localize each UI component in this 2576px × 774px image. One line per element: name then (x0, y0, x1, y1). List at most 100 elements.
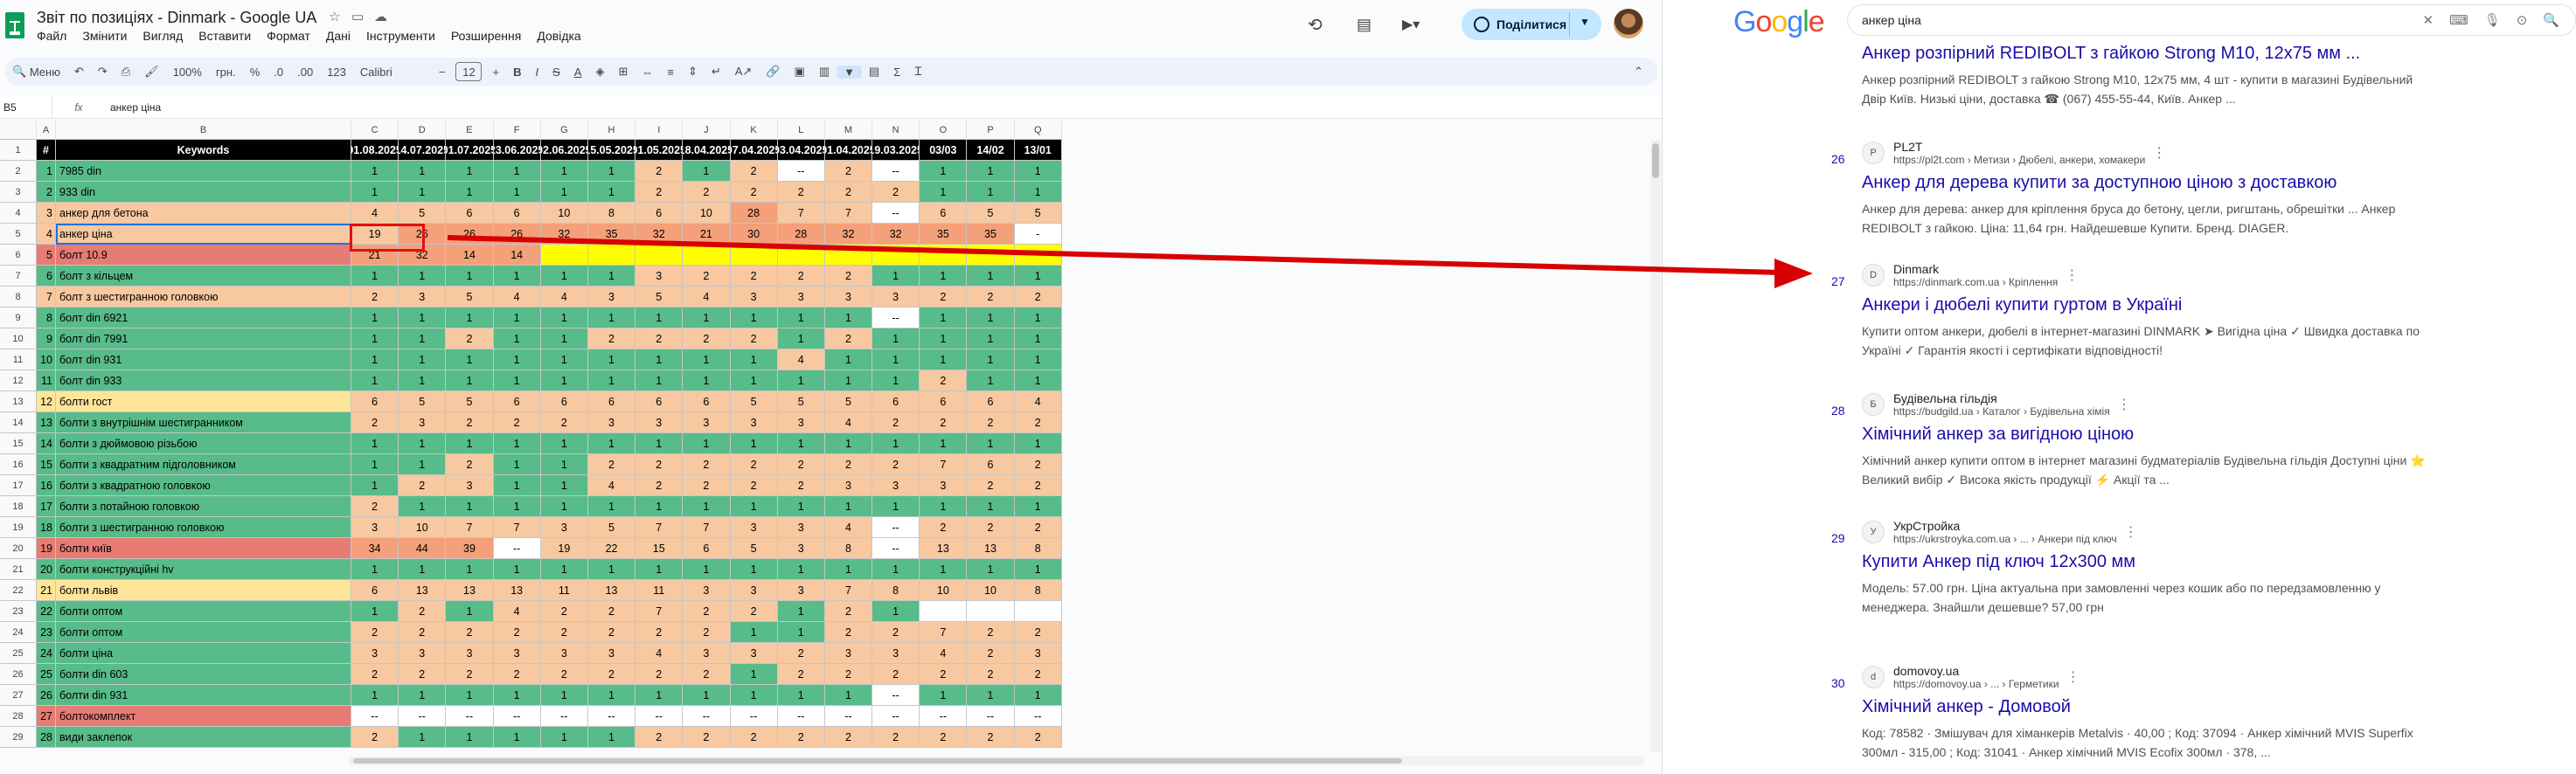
position-cell[interactable]: 4 (540, 287, 588, 308)
position-cell[interactable]: 7 (635, 601, 684, 622)
position-cell[interactable]: -- (540, 706, 588, 727)
row-index-cell[interactable]: 19 (37, 538, 56, 559)
position-cell[interactable]: 7 (635, 517, 684, 538)
position-cell[interactable]: 1 (967, 559, 1015, 580)
position-cell[interactable]: -- (399, 706, 447, 727)
position-cell[interactable]: 1 (683, 308, 731, 328)
position-cell[interactable]: 3 (730, 580, 778, 601)
row-index-cell[interactable]: 5 (37, 245, 56, 266)
keyword-cell[interactable]: болти гост (56, 391, 351, 412)
keyword-cell[interactable]: болт 10.9 (56, 245, 351, 266)
position-cell[interactable]: 1 (635, 496, 684, 517)
position-cell[interactable]: 1 (683, 433, 731, 454)
position-cell[interactable]: 1 (446, 182, 494, 203)
position-cell[interactable] (872, 245, 920, 266)
more-options-icon[interactable]: ⋮ (2066, 670, 2080, 685)
menu-item[interactable]: Змінити (82, 29, 128, 43)
position-cell[interactable]: 1 (920, 266, 968, 287)
row-number[interactable]: 20 (0, 538, 37, 559)
position-cell[interactable]: 1 (683, 559, 731, 580)
position-cell[interactable]: -- (446, 706, 494, 727)
position-cell[interactable]: 1 (399, 266, 447, 287)
result-title-link[interactable]: Хімічний анкер - Домовой (1862, 697, 2071, 716)
position-cell[interactable]: 5 (730, 391, 778, 412)
position-cell[interactable]: 1 (1014, 161, 1062, 182)
position-cell[interactable]: 2 (967, 727, 1015, 748)
position-cell[interactable]: 1 (351, 161, 399, 182)
position-cell[interactable]: 26 (493, 224, 541, 245)
row-index-cell[interactable]: 12 (37, 391, 56, 412)
position-cell[interactable]: 1 (1014, 328, 1062, 349)
position-cell[interactable]: 3 (730, 412, 778, 433)
font-size-decrease-icon[interactable]: − (438, 65, 446, 79)
avatar[interactable] (1614, 9, 1643, 38)
row-index-cell[interactable]: 28 (37, 727, 56, 748)
position-cell[interactable]: 2 (824, 182, 873, 203)
position-cell[interactable]: 1 (399, 727, 447, 748)
position-cell[interactable]: 2 (446, 622, 494, 643)
position-cell[interactable]: 3 (683, 412, 731, 433)
position-cell[interactable]: 4 (635, 643, 684, 664)
position-cell[interactable]: 1 (1014, 370, 1062, 391)
position-cell[interactable]: 4 (824, 517, 873, 538)
version-history-icon[interactable]: ⟲ (1308, 15, 1323, 35)
keyword-cell[interactable]: болти din 603 (56, 664, 351, 685)
position-cell[interactable]: 22 (587, 538, 636, 559)
position-cell[interactable]: 3 (399, 287, 447, 308)
share-dropdown-icon[interactable]: ▼ (1580, 16, 1590, 28)
position-cell[interactable]: 3 (683, 580, 731, 601)
position-cell[interactable]: 6 (635, 203, 684, 224)
row-number[interactable]: 10 (0, 328, 37, 349)
position-cell[interactable]: 1 (399, 370, 447, 391)
keyword-cell[interactable]: болти з квадратною головкою (56, 475, 351, 496)
position-cell[interactable]: 2 (683, 182, 731, 203)
row-number[interactable]: 21 (0, 559, 37, 580)
position-cell[interactable]: 7 (683, 517, 731, 538)
collapse-menus-icon[interactable]: ⌃ (1634, 65, 1643, 78)
position-cell[interactable]: 2 (1014, 475, 1062, 496)
zoom-select[interactable]: 100% (172, 65, 202, 79)
position-cell[interactable]: -- (777, 161, 825, 182)
position-cell[interactable]: 35 (587, 224, 636, 245)
position-cell[interactable]: 6 (920, 391, 968, 412)
fill-color-icon[interactable]: ◈ (595, 65, 605, 78)
row-number[interactable]: 11 (0, 349, 37, 370)
position-cell[interactable]: 1 (824, 685, 873, 706)
keyword-cell[interactable]: болт din 7991 (56, 328, 351, 349)
position-cell[interactable]: 1 (587, 349, 636, 370)
position-cell[interactable]: 2 (587, 664, 636, 685)
position-cell[interactable]: 2 (493, 622, 541, 643)
position-cell[interactable]: 1 (446, 685, 494, 706)
row-index-cell[interactable]: 27 (37, 706, 56, 727)
position-cell[interactable]: 5 (399, 203, 447, 224)
position-cell[interactable]: 1 (967, 308, 1015, 328)
position-cell[interactable]: 1 (920, 182, 968, 203)
position-cell[interactable]: 3 (540, 643, 588, 664)
text-wrap-icon[interactable]: ↵ (711, 65, 721, 78)
position-cell[interactable]: 2 (872, 412, 920, 433)
position-cell[interactable]: 1 (493, 685, 541, 706)
paint-format-icon[interactable]: 🖌 (144, 65, 159, 78)
column-letter[interactable]: N (872, 121, 920, 140)
position-cell[interactable]: 1 (920, 559, 968, 580)
position-cell[interactable]: 2 (635, 328, 684, 349)
position-cell[interactable]: 4 (493, 287, 541, 308)
row-index-cell[interactable]: 22 (37, 601, 56, 622)
row-index-cell[interactable]: 6 (37, 266, 56, 287)
meet-icon[interactable]: ▶▾ (1402, 17, 1420, 32)
site-url[interactable]: https://budgild.ua › Каталог › Будівельн… (1893, 405, 2110, 418)
row-number[interactable]: 8 (0, 287, 37, 308)
position-cell[interactable]: 5 (635, 287, 684, 308)
position-cell[interactable]: 2 (351, 412, 399, 433)
position-cell[interactable]: 1 (920, 161, 968, 182)
position-cell[interactable]: 2 (635, 727, 684, 748)
position-cell[interactable]: 3 (824, 475, 873, 496)
site-url[interactable]: https://ukrstroyka.com.ua › ... › Анкери… (1893, 533, 2117, 545)
position-cell[interactable]: 6 (967, 454, 1015, 475)
position-cell[interactable]: 2 (446, 412, 494, 433)
position-cell[interactable]: 35 (967, 224, 1015, 245)
position-cell[interactable] (1014, 601, 1062, 622)
position-cell[interactable]: 3 (683, 643, 731, 664)
